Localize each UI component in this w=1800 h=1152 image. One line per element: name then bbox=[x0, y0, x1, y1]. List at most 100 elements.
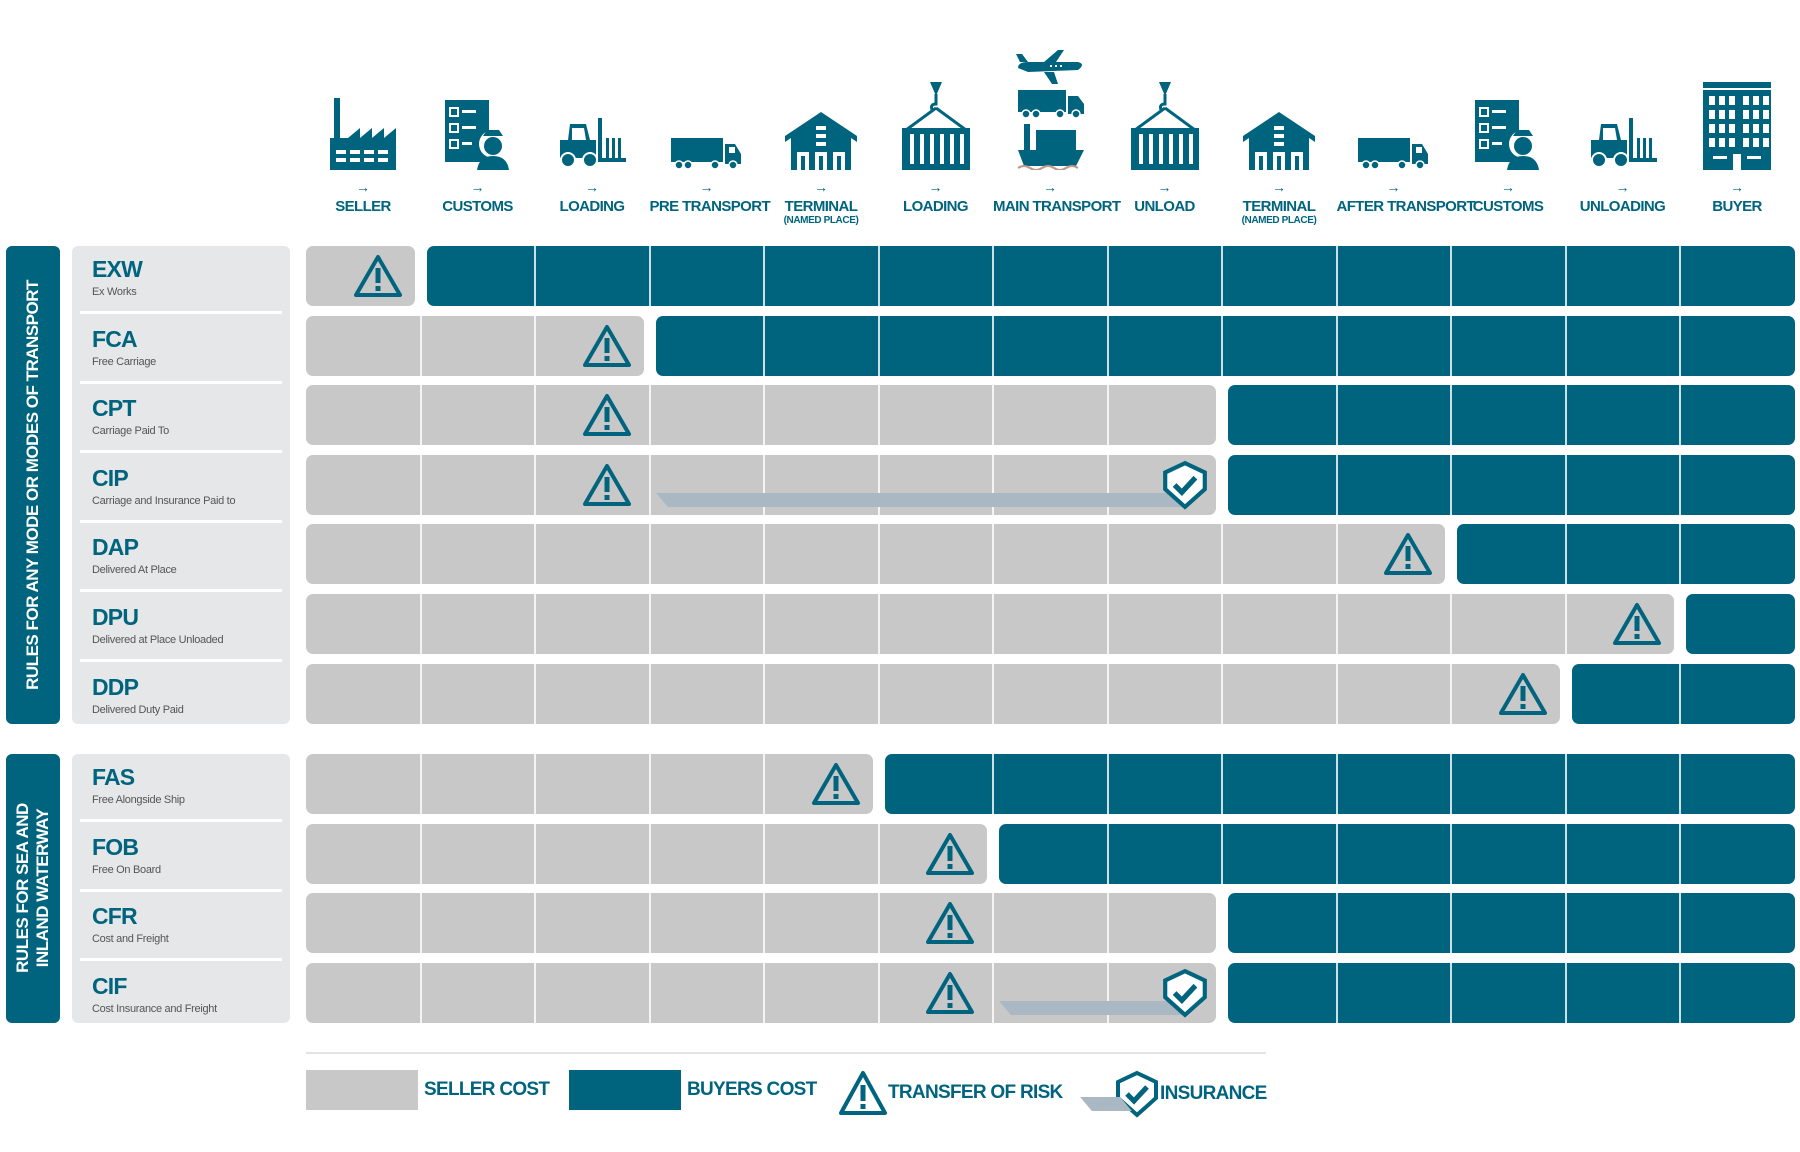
rule-name: Free Carriage bbox=[92, 355, 156, 368]
arrow-icon: → bbox=[1615, 179, 1630, 195]
crane-container-icon bbox=[1129, 82, 1201, 170]
warning-triangle-icon bbox=[1612, 602, 1662, 651]
cell-divider bbox=[1106, 315, 1109, 376]
legend-risk-label: TRANSFER OF RISK bbox=[888, 1082, 1063, 1103]
cell-divider bbox=[1221, 754, 1223, 814]
cell-divider bbox=[877, 823, 880, 884]
cell-divider bbox=[1335, 663, 1338, 724]
rule-name: Cost Insurance and Freight bbox=[92, 1002, 217, 1015]
cell-divider bbox=[1679, 962, 1681, 1023]
cell-divider bbox=[877, 663, 880, 724]
rule-code: FOB bbox=[92, 833, 139, 860]
legend-insurance-label: INSURANCE bbox=[1160, 1083, 1267, 1104]
rule-name: Ex Works bbox=[92, 286, 137, 298]
cell-divider bbox=[1221, 823, 1223, 884]
rule-label-cfr: CFR Cost and Freight bbox=[80, 893, 282, 962]
rule-label-dpu: DPU Delivered at Place Unloaded bbox=[80, 594, 282, 662]
cell-divider bbox=[1679, 754, 1681, 814]
stage-label: BUYER bbox=[1712, 198, 1762, 215]
cell-divider bbox=[1335, 454, 1338, 515]
cell-divider bbox=[1450, 962, 1452, 1023]
buyer-cost-bar bbox=[655, 315, 1795, 376]
stage-label: TERMINAL bbox=[1242, 198, 1316, 215]
stage-label: MAIN TRANSPORT bbox=[993, 198, 1121, 215]
cell-divider bbox=[877, 315, 880, 376]
cell-divider bbox=[534, 246, 536, 306]
legend-insurance: INSURANCE bbox=[1080, 1070, 1267, 1118]
stage-after-transport: → AFTER TRANSPORT bbox=[1337, 60, 1476, 215]
cell-divider bbox=[1450, 893, 1452, 954]
rule-name: Free On Board bbox=[92, 863, 161, 876]
stage-label: UNLOADING bbox=[1579, 198, 1666, 215]
cell-divider bbox=[1106, 246, 1109, 306]
rule-code: DPU bbox=[92, 604, 139, 630]
cell-divider bbox=[1221, 663, 1223, 724]
buyer-cost-bar bbox=[426, 246, 1795, 306]
cell-divider bbox=[534, 594, 536, 654]
cell-divider bbox=[763, 524, 765, 585]
cell-divider bbox=[992, 524, 994, 585]
cell-divider bbox=[1106, 893, 1109, 954]
cell-divider bbox=[1679, 663, 1681, 724]
cell-divider bbox=[1450, 454, 1452, 515]
cell-divider bbox=[1564, 315, 1567, 376]
stage-buyer: → BUYER bbox=[1680, 60, 1794, 215]
cell-divider bbox=[992, 315, 994, 376]
cell-divider bbox=[1335, 594, 1338, 654]
shield-check-icon bbox=[1116, 1070, 1158, 1118]
cell-divider bbox=[648, 385, 651, 446]
rule-name: Free Alongside Ship bbox=[92, 794, 185, 806]
cell-divider bbox=[1679, 454, 1681, 515]
warning-triangle-icon bbox=[582, 393, 632, 442]
cell-divider bbox=[419, 524, 422, 585]
stage-customs: → CUSTOMS bbox=[1451, 60, 1565, 215]
warning-triangle-icon bbox=[839, 1071, 887, 1115]
seller-cost-bar bbox=[306, 823, 987, 884]
stage-unloading: → UNLOADING bbox=[1566, 60, 1680, 215]
buyer-cost-bar bbox=[999, 823, 1795, 884]
cell-divider bbox=[419, 754, 422, 814]
cell-divider bbox=[419, 962, 422, 1023]
cell-divider bbox=[1564, 524, 1567, 585]
cell-divider bbox=[534, 385, 536, 446]
cell-divider bbox=[992, 454, 994, 515]
arrow-icon: → bbox=[1043, 179, 1057, 195]
cell-divider bbox=[534, 754, 536, 814]
cell-divider bbox=[877, 385, 880, 446]
legend-buyer-cost: BUYERS COST bbox=[569, 1070, 817, 1110]
rule-label-ddp: DDP Delivered Duty Paid bbox=[80, 664, 282, 729]
stage-loading: → LOADING bbox=[879, 60, 993, 215]
seller-swatch bbox=[306, 1070, 418, 1110]
cell-divider bbox=[648, 246, 651, 306]
seller-cost-bar bbox=[306, 524, 1445, 585]
shield-check-icon bbox=[1160, 460, 1210, 515]
cell-divider bbox=[992, 754, 994, 814]
buyer-cost-bar bbox=[1228, 385, 1795, 446]
rule-code: FAS bbox=[92, 764, 135, 790]
cell-divider bbox=[1335, 962, 1338, 1023]
cell-divider bbox=[648, 754, 651, 814]
legend-seller-cost: SELLER COST bbox=[306, 1070, 550, 1110]
office-building-icon bbox=[1701, 82, 1773, 170]
cell-divider bbox=[1106, 594, 1109, 654]
rule-code: DDP bbox=[92, 673, 139, 700]
warning-triangle-icon bbox=[1383, 532, 1433, 581]
cell-divider bbox=[1221, 315, 1223, 376]
cell-divider bbox=[1335, 893, 1338, 954]
insurance-bar bbox=[655, 492, 1188, 507]
stage-label: LOADING bbox=[903, 198, 969, 215]
cell-divider bbox=[419, 385, 422, 446]
cell-divider bbox=[1335, 823, 1338, 884]
buyer-cost-bar bbox=[1457, 524, 1795, 585]
rule-label-fca: FCA Free Carriage bbox=[80, 316, 282, 384]
rule-code: DAP bbox=[92, 534, 139, 561]
stage-label: TERMINAL bbox=[784, 198, 858, 215]
buyer-cost-bar bbox=[1228, 454, 1795, 515]
cell-divider bbox=[877, 594, 880, 654]
cell-divider bbox=[534, 962, 536, 1023]
legend-buyer-label: BUYERS COST bbox=[687, 1079, 817, 1100]
rule-label-cpt: CPT Carriage Paid To bbox=[80, 385, 282, 454]
stage-unload: → UNLOAD bbox=[1108, 60, 1222, 215]
cell-divider bbox=[534, 454, 536, 515]
seller-cost-bar bbox=[306, 594, 1674, 654]
